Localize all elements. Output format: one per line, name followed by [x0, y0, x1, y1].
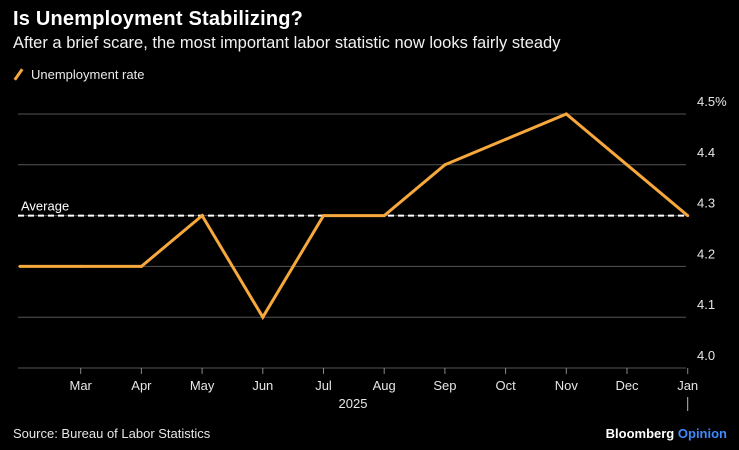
x-tick-label: Apr: [131, 378, 152, 393]
x-tick-label: Mar: [70, 378, 93, 393]
data-point: [261, 315, 265, 319]
data-point: [322, 214, 325, 218]
y-tick-label: 4.4: [697, 145, 715, 160]
y-tick-label: 4.0: [697, 348, 715, 363]
brand-suffix: Opinion: [677, 426, 727, 441]
data-point: [382, 214, 386, 218]
chart-subtitle: After a brief scare, the most important …: [13, 34, 561, 52]
legend-label: Unemployment rate: [31, 67, 145, 82]
data-point: [18, 264, 22, 268]
x-group-label: 2025: [339, 396, 368, 411]
data-point: [686, 214, 690, 218]
x-tick-label: Nov: [555, 378, 579, 393]
data-point: [139, 264, 143, 268]
legend: Unemployment rate: [13, 67, 144, 82]
x-tick-label: Jul: [315, 378, 332, 393]
x-tick-label: Dec: [615, 378, 639, 393]
source-note: Source: Bureau of Labor Statistics: [13, 426, 211, 441]
data-point: [443, 163, 447, 167]
x-axis: Mar Apr May Jun Jul Aug Sep Oct Nov Dec Jan 2025: [70, 368, 698, 411]
y-tick-label: 4.2: [697, 246, 715, 261]
y-tick-label: 4.3: [697, 196, 715, 211]
y-axis-ticks: 4.0 4.1 4.2 4.3 4.4 4.5%: [697, 94, 727, 363]
y-tick-label: 4.5%: [697, 94, 727, 109]
average-reference: Average: [18, 199, 686, 217]
average-label: Average: [21, 199, 69, 214]
x-tick-label: Jan: [677, 378, 698, 393]
data-point: [564, 112, 568, 116]
brand-logo: Bloomberg Opinion: [606, 426, 727, 441]
x-tick-label: May: [190, 378, 215, 393]
chart-title: Is Unemployment Stabilizing?: [13, 8, 304, 30]
data-point: [504, 137, 508, 141]
data-point: [625, 163, 629, 167]
series-line: [20, 112, 689, 321]
x-tick-label: Jun: [252, 378, 273, 393]
data-point: [79, 264, 83, 268]
y-tick-label: 4.1: [697, 297, 715, 312]
series: [18, 112, 690, 321]
gridlines: [18, 113, 686, 369]
brand-name: Bloomberg: [605, 426, 675, 441]
x-tick-label: Sep: [433, 378, 456, 393]
x-tick-label: Aug: [373, 378, 396, 393]
x-tick-label: Oct: [495, 378, 516, 393]
data-point: [200, 214, 204, 218]
